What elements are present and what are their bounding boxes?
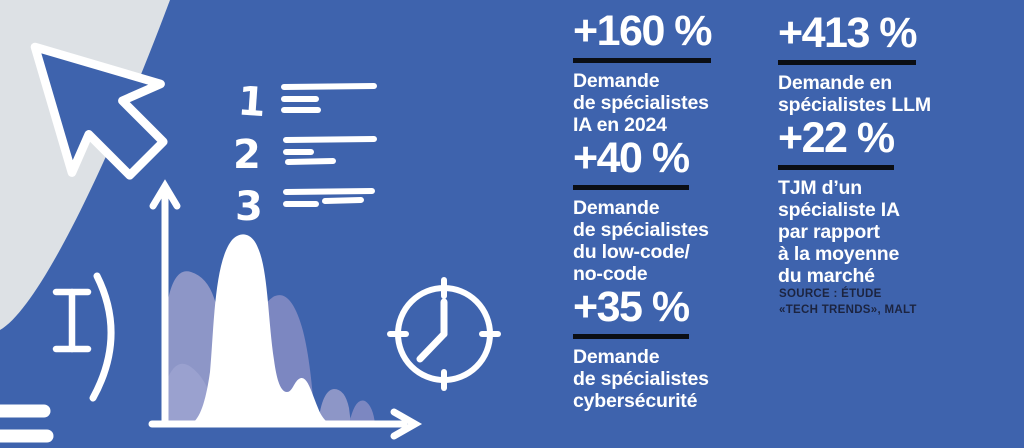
list-number-1: 1 bbox=[236, 78, 267, 126]
numbered-list-icon: 1 2 3 bbox=[233, 78, 377, 230]
stat-value: +22 % bbox=[778, 117, 895, 170]
growth-chart-icon bbox=[148, 179, 423, 440]
clock-hands bbox=[416, 298, 448, 363]
stat-value: +413 % bbox=[778, 12, 918, 65]
stat-low-code: +40 % Demande de spécialistes du low-cod… bbox=[573, 137, 709, 285]
stat-value: +35 % bbox=[573, 286, 690, 339]
stat-tjm: +22 % TJM d’un spécialiste IA par rappor… bbox=[778, 117, 900, 287]
chart-axes bbox=[148, 179, 423, 440]
stat-label: Demande de spécialistes IA en 2024 bbox=[573, 69, 709, 136]
stat-value: +40 % bbox=[573, 137, 690, 190]
stat-cybersecurite: +35 % Demande de spécialistes cybersécur… bbox=[573, 286, 709, 412]
list-number-2: 2 bbox=[233, 132, 261, 178]
chart-peak-white bbox=[190, 234, 330, 424]
stat-label: Demande de spécialistes cybersécurité bbox=[573, 345, 709, 412]
stat-ia-2024: +160 % Demande de spécialistes IA en 202… bbox=[573, 10, 713, 136]
stat-label: Demande en spécialistes LLM bbox=[778, 71, 931, 116]
chart-area-bump-far-right bbox=[349, 400, 375, 424]
text-cursor-icon bbox=[52, 272, 115, 402]
stat-label: Demande de spécialistes du low-code/ no-… bbox=[573, 196, 709, 285]
stat-label: TJM d’un spécialiste IA par rapport à la… bbox=[778, 176, 900, 287]
source-note: SOURCE : ÉTUDE «TECH TRENDS», MALT bbox=[779, 288, 917, 316]
chart-area-bump-right bbox=[318, 389, 351, 424]
menu-bars-icon bbox=[0, 404, 54, 443]
cursor-arrow-icon bbox=[30, 42, 168, 180]
illustration-panel: 1 2 3 bbox=[0, 0, 501, 443]
stat-llm: +413 % Demande en spécialistes LLM bbox=[778, 12, 931, 116]
clock-icon bbox=[387, 277, 501, 391]
list-number-3: 3 bbox=[235, 184, 263, 230]
stat-value: +160 % bbox=[573, 10, 713, 63]
list-lines-icon bbox=[281, 83, 377, 207]
